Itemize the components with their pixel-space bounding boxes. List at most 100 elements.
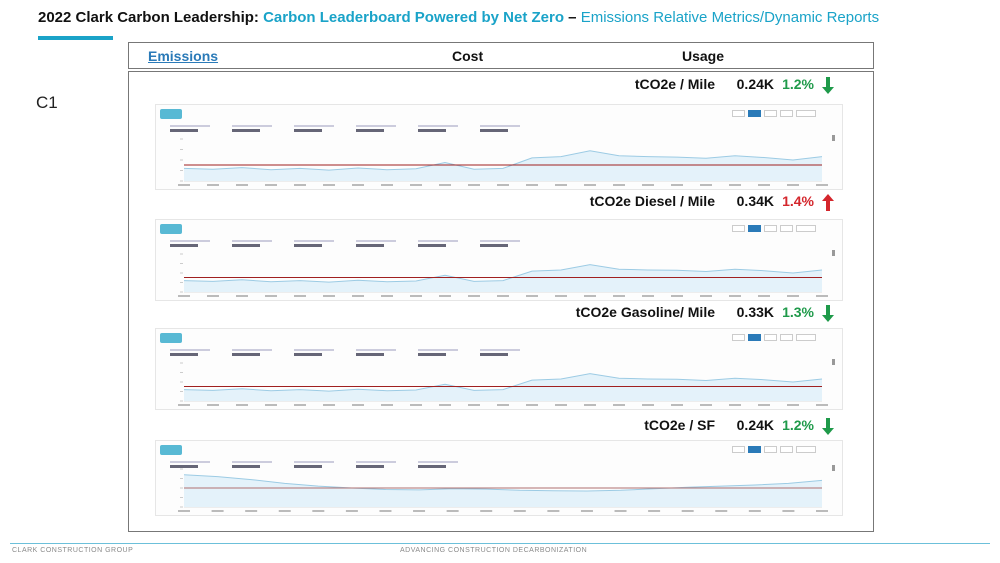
arrow-down-icon <box>822 305 836 323</box>
report-toolbar <box>732 446 824 454</box>
report-x-tick-label <box>352 295 364 297</box>
report-x-tick-label <box>526 295 538 297</box>
report-toolbar <box>732 225 824 233</box>
metric-label: tCO2e / SF <box>644 417 715 433</box>
report-x-tick-label <box>584 184 596 186</box>
emissions-panel <box>128 71 874 532</box>
report-x-tick-label <box>513 510 526 512</box>
report-thumbnail-sf[interactable] <box>155 440 843 516</box>
report-x-tick-label <box>410 184 422 186</box>
metric-change: 1.4% <box>782 193 814 209</box>
report-x-tick-label <box>379 510 392 512</box>
footer-company: CLARK CONSTRUCTION GROUP <box>12 547 134 554</box>
report-logo <box>160 333 182 343</box>
report-x-tick-label <box>178 404 190 406</box>
report-x-tick-label <box>613 404 625 406</box>
report-x-tick-label <box>787 184 799 186</box>
report-stats <box>170 239 550 249</box>
report-x-tick-label <box>758 295 770 297</box>
report-thumbnail-gasoline[interactable] <box>155 328 843 410</box>
report-x-tick-label <box>816 404 828 406</box>
report-x-tick-label <box>758 184 770 186</box>
report-x-tick-label <box>816 510 828 512</box>
report-x-tick-label <box>381 184 393 186</box>
page-title: 2022 Clark Carbon Leadership: Carbon Lea… <box>38 9 879 26</box>
report-scroll-marker <box>832 359 835 365</box>
report-line-chart <box>178 135 835 186</box>
report-x-tick-label <box>236 295 248 297</box>
report-x-tick-label <box>323 404 335 406</box>
report-x-tick-label <box>352 184 364 186</box>
metric-value: 0.33K <box>736 304 774 320</box>
report-line-chart <box>178 359 835 406</box>
report-scroll-marker <box>832 465 835 471</box>
tab-emissions[interactable]: Emissions <box>148 48 219 64</box>
report-x-tick-label <box>787 295 799 297</box>
report-x-tick-label <box>381 404 393 406</box>
report-x-tick-label <box>816 295 828 297</box>
metric-label: tCO2e Diesel / Mile <box>589 193 715 209</box>
report-scroll-marker <box>832 250 835 256</box>
report-x-tick-label <box>580 510 593 512</box>
report-x-tick-label <box>555 295 567 297</box>
report-series-line <box>183 264 823 283</box>
report-x-tick-label <box>526 404 538 406</box>
report-line-chart <box>178 465 835 512</box>
title-dash: – <box>568 9 577 26</box>
report-thumbnail-diesel[interactable] <box>155 219 843 301</box>
report-x-tick-label <box>642 404 654 406</box>
report-series-line <box>183 150 823 171</box>
report-x-tick-label <box>480 510 493 512</box>
report-x-tick-label <box>446 510 459 512</box>
report-logo <box>160 445 182 455</box>
report-x-tick-label <box>323 295 335 297</box>
report-x-tick-label <box>178 184 190 186</box>
metric-change: 1.2% <box>782 76 814 92</box>
report-x-tick-label <box>787 404 799 406</box>
report-x-tick-label <box>584 404 596 406</box>
footer-tagline: ADVANCING CONSTRUCTION DECARBONIZATION <box>400 547 588 554</box>
title-accent-bar <box>38 36 113 40</box>
report-logo <box>160 109 182 119</box>
report-x-tick-label <box>642 295 654 297</box>
report-scroll-marker <box>832 135 835 141</box>
report-logo <box>160 224 182 234</box>
report-x-tick-label <box>497 184 509 186</box>
report-x-tick-label <box>613 184 625 186</box>
report-stats <box>170 348 550 358</box>
report-x-tick-label <box>642 184 654 186</box>
report-x-tick-label <box>526 184 538 186</box>
arrow-down-icon <box>822 418 836 436</box>
report-x-tick-label <box>236 404 248 406</box>
report-x-tick-label <box>468 184 480 186</box>
metric-row-diesel: tCO2e Diesel / Mile 0.34K 1.4% <box>560 193 840 213</box>
tab-usage[interactable]: Usage <box>682 48 725 64</box>
report-x-tick-label <box>497 295 509 297</box>
report-x-tick-label <box>294 184 306 186</box>
report-x-tick-label <box>410 404 422 406</box>
report-x-tick-label <box>352 404 364 406</box>
metric-value: 0.24K <box>736 417 774 433</box>
metric-label: tCO2e / Mile <box>634 76 715 92</box>
report-x-tick-label <box>207 184 219 186</box>
report-x-tick-label <box>265 404 277 406</box>
title-prefix: 2022 Clark Carbon Leadership: <box>38 9 259 26</box>
report-x-tick-label <box>758 404 770 406</box>
report-x-tick-label <box>245 510 258 512</box>
report-x-tick-label <box>729 295 741 297</box>
metric-value: 0.24K <box>736 76 774 92</box>
report-x-tick-label <box>584 295 596 297</box>
report-area-fill <box>184 264 822 292</box>
report-x-tick-label <box>555 404 567 406</box>
report-toolbar <box>732 110 824 118</box>
report-x-tick-label <box>700 295 712 297</box>
report-x-tick-label <box>729 184 741 186</box>
report-x-tick-label <box>312 510 325 512</box>
tab-cost[interactable]: Cost <box>452 48 484 64</box>
report-thumbnail-mile[interactable] <box>155 104 843 190</box>
report-stats <box>170 124 550 134</box>
report-x-tick-label <box>700 404 712 406</box>
report-x-tick-label <box>555 184 567 186</box>
report-x-tick-label <box>236 184 248 186</box>
report-x-tick-label <box>816 184 828 186</box>
